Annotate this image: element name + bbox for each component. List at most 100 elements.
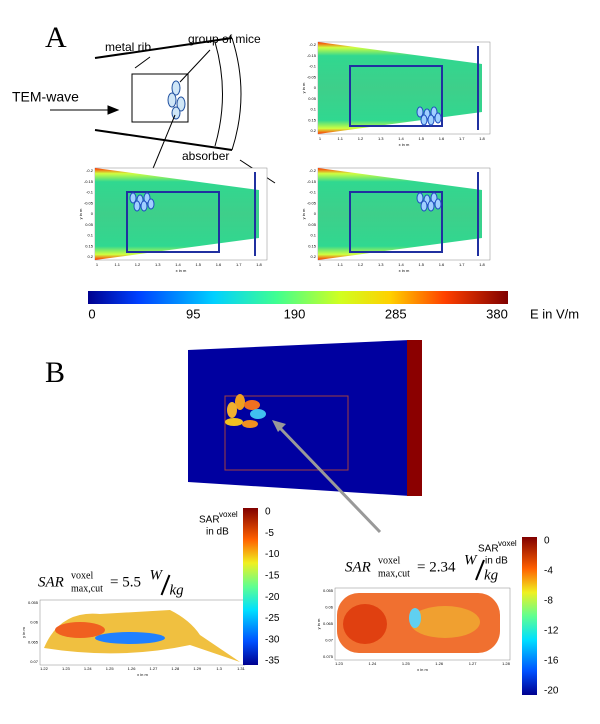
y-tick-label: -0.1 xyxy=(309,64,317,69)
sar-value: = 2.34 xyxy=(417,559,456,575)
x-tick-label: 1.23 xyxy=(335,661,344,666)
x-tick-label: 1.2 xyxy=(358,262,364,267)
x-tick-label: 1.7 xyxy=(459,262,465,267)
panel-label: A xyxy=(45,21,67,54)
y-tick-label: 0.06 xyxy=(325,605,334,610)
y-axis-label: y in m xyxy=(316,618,321,629)
right-band xyxy=(259,170,265,258)
colorbar-tick-label: -10 xyxy=(265,549,280,560)
x-tick-label: 1.4 xyxy=(398,136,404,141)
colorbar xyxy=(522,537,537,695)
colorbar-tick-label: -30 xyxy=(265,634,280,645)
x-tick-label: 1.2 xyxy=(358,136,364,141)
x-tick-label: 1 xyxy=(319,262,322,267)
right-band xyxy=(482,44,488,132)
y-tick-label: -0.15 xyxy=(84,179,94,184)
unit-den: kg xyxy=(170,582,185,598)
x-tick-label: 1.5 xyxy=(195,262,201,267)
sar-cool xyxy=(409,608,421,628)
mouse xyxy=(147,198,155,210)
colorbar-tick-label: -35 xyxy=(265,656,280,667)
x-tick-label: 1.24 xyxy=(369,661,378,666)
y-axis-label: y in m xyxy=(78,208,83,219)
y-tick-label: -0.1 xyxy=(86,190,94,195)
y-tick-label: -0.15 xyxy=(307,53,317,58)
sar-hot xyxy=(95,632,165,644)
mouse xyxy=(427,200,435,212)
x-tick-label: 1.5 xyxy=(418,262,424,267)
mouse xyxy=(416,192,424,204)
sar-value: = 5.5 xyxy=(110,574,141,590)
inner-box xyxy=(349,191,443,253)
x-axis-label: x in m xyxy=(176,268,187,273)
inner-box xyxy=(349,65,443,127)
y-tick-label: 0.06 xyxy=(30,620,39,625)
mouse xyxy=(129,192,137,204)
colorbar-tick-label: -20 xyxy=(544,686,559,697)
x-axis-label: x in m xyxy=(399,142,410,147)
colorbar-tick-label: 0 xyxy=(88,306,95,321)
y-tick-label: 0.2 xyxy=(87,254,93,259)
y-tick-label: 0.15 xyxy=(308,243,317,248)
colorbar-tick-label: 285 xyxy=(385,306,407,321)
sar-hot xyxy=(55,622,105,638)
annotation: TEM-wave xyxy=(12,89,79,105)
y-tick-label: 0.15 xyxy=(308,117,317,122)
x-tick-label: 1.25 xyxy=(106,666,115,671)
x-tick-label: 1.27 xyxy=(150,666,159,671)
colorbar xyxy=(88,291,508,304)
colorbar-unit: in dB xyxy=(206,527,229,538)
colorbar-tick-label: 0 xyxy=(265,507,271,518)
y-tick-label: 0.05 xyxy=(308,222,317,227)
y-tick-label: -0.1 xyxy=(309,190,317,195)
y-tick-label: 0.075 xyxy=(323,654,334,659)
colorbar-title: SAR xyxy=(199,515,220,526)
x-tick-label: 1.7 xyxy=(236,262,242,267)
y-axis-label: y in m xyxy=(301,82,306,93)
y-tick-label: 0.15 xyxy=(85,243,94,248)
x-tick-label: 1.28 xyxy=(502,661,511,666)
y-tick-label: 0.07 xyxy=(30,659,39,664)
unit-slash xyxy=(475,559,485,581)
y-tick-label: 0.1 xyxy=(310,233,316,238)
x-axis-label: x in m xyxy=(399,268,410,273)
x-tick-label: 1.3 xyxy=(155,262,161,267)
unit-num: W xyxy=(464,552,478,568)
colorbar-tick-label: 190 xyxy=(284,306,306,321)
y-tick-label: 0.05 xyxy=(308,96,317,101)
colorbar-tick-label: -8 xyxy=(544,596,553,607)
colorbar-tick-label: 380 xyxy=(486,306,508,321)
x-tick-label: 1.5 xyxy=(418,136,424,141)
colorbar-tick-label: 95 xyxy=(186,306,200,321)
sar-hot xyxy=(410,606,480,638)
y-axis-label: y in m xyxy=(21,627,26,638)
mouse xyxy=(133,200,141,212)
x-axis-label: x in m xyxy=(417,667,428,672)
x-tick-label: 1.2 xyxy=(135,262,141,267)
colorbar-unit: in dB xyxy=(485,556,508,567)
colorbar-label: E in V/m xyxy=(530,306,579,321)
y-tick-label: 0.065 xyxy=(28,639,39,644)
unit-slash xyxy=(160,574,171,596)
x-tick-label: 1.6 xyxy=(439,262,445,267)
y-tick-label: 0 xyxy=(314,85,317,90)
mouse xyxy=(434,198,442,210)
y-tick-label: -0.2 xyxy=(86,168,94,173)
y-tick-label: 0.07 xyxy=(325,638,334,643)
mouse xyxy=(420,200,428,212)
y-tick-label: 0 xyxy=(91,211,94,216)
colorbar-tick-label: -25 xyxy=(265,613,280,624)
colorbar xyxy=(243,508,258,665)
x-tick-label: 1.6 xyxy=(439,136,445,141)
x-tick-label: 1.23 xyxy=(62,666,71,671)
mouse xyxy=(434,112,442,124)
annotation: absorber xyxy=(182,149,229,163)
x-tick-label: 1.27 xyxy=(469,661,478,666)
colorbar-title: SAR xyxy=(478,544,499,555)
unit-num: W xyxy=(150,567,164,583)
unit-den: kg xyxy=(484,567,499,583)
y-tick-label: 0.2 xyxy=(310,128,316,133)
x-tick-label: 1.8 xyxy=(479,136,485,141)
x-tick-label: 1.4 xyxy=(175,262,181,267)
